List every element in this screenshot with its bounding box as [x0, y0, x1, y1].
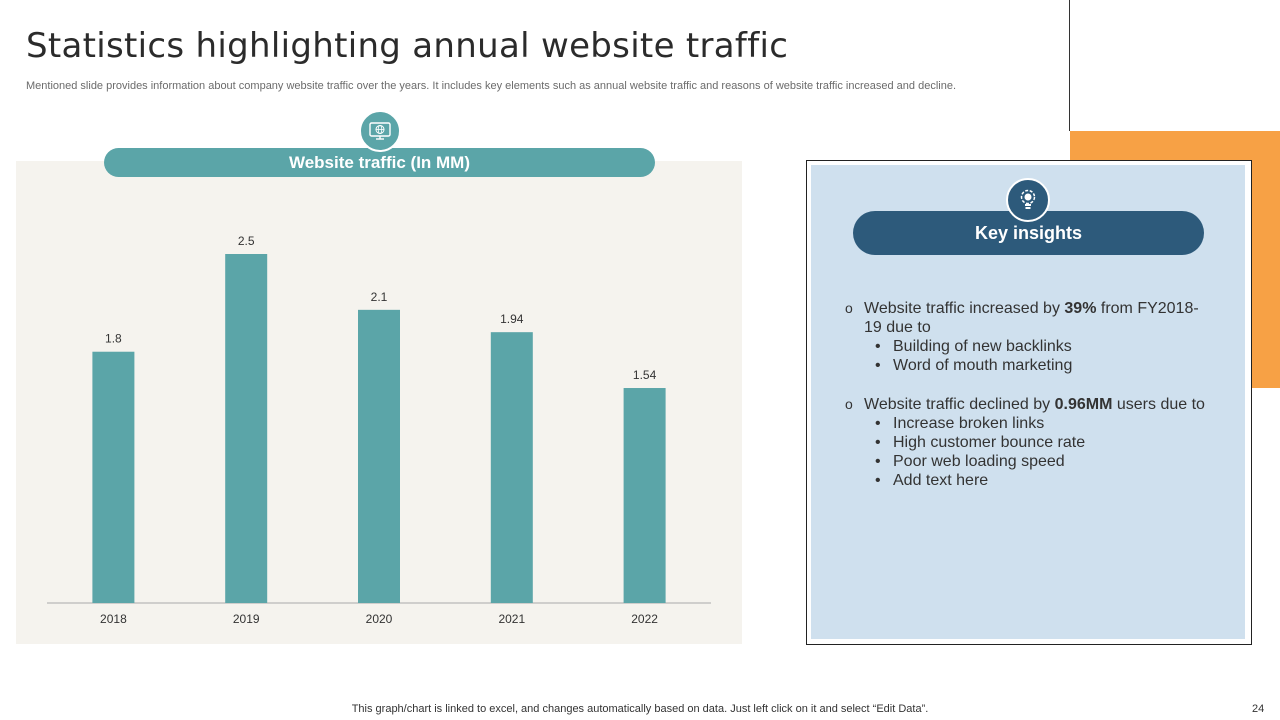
- insights-body: o Website traffic increased by 39% from …: [845, 299, 1215, 510]
- insight-increase: o Website traffic increased by 39% from …: [845, 299, 1215, 375]
- bar-2018: [92, 351, 135, 603]
- list-item: Building of new backlinks: [875, 337, 1215, 356]
- data-label-2019: 2.5: [238, 234, 255, 248]
- x-tick-label-2018: 2018: [100, 612, 127, 626]
- bar-2019: [225, 254, 268, 603]
- list-item: High customer bounce rate: [875, 433, 1215, 452]
- monitor-globe-icon: [359, 110, 401, 152]
- list-item: Increase broken links: [875, 414, 1215, 433]
- data-label-2020: 2.1: [371, 290, 388, 304]
- bar-2022: [623, 388, 666, 603]
- data-label-2022: 1.54: [633, 368, 657, 382]
- x-tick-label-2021: 2021: [498, 612, 525, 626]
- page-subtitle: Mentioned slide provides information abo…: [26, 80, 957, 92]
- decorative-divider: [1069, 0, 1070, 131]
- circle-bullet-icon: o: [845, 300, 853, 316]
- bar-2021: [490, 332, 533, 603]
- bar-2020: [358, 309, 400, 603]
- page-title: Statistics highlighting annual website t…: [26, 26, 789, 66]
- list-item: Add text here: [875, 471, 1215, 490]
- footer-note: This graph/chart is linked to excel, and…: [351, 703, 929, 715]
- insight-increase-reasons: Building of new backlinks Word of mouth …: [864, 337, 1215, 375]
- list-item: Word of mouth marketing: [875, 356, 1215, 375]
- list-item: Poor web loading speed: [875, 452, 1215, 471]
- page-number: 24: [1252, 703, 1265, 715]
- insight-increase-text: Website traffic increased by 39% from FY…: [864, 300, 1199, 336]
- insight-decline-reasons: Increase broken links High customer boun…: [864, 414, 1215, 490]
- x-tick-label-2019: 2019: [233, 612, 260, 626]
- data-label-2018: 1.8: [105, 332, 122, 346]
- insight-decline: o Website traffic declined by 0.96MM use…: [845, 395, 1215, 490]
- insight-decline-text: Website traffic declined by 0.96MM users…: [864, 396, 1205, 413]
- x-tick-label-2022: 2022: [631, 612, 658, 626]
- chart-title: Website traffic (In MM): [104, 148, 655, 177]
- circle-bullet-icon: o: [845, 396, 853, 412]
- lightbulb-gear-icon: [1006, 178, 1050, 222]
- x-tick-label-2020: 2020: [366, 612, 393, 626]
- data-label-2021: 1.94: [500, 312, 524, 326]
